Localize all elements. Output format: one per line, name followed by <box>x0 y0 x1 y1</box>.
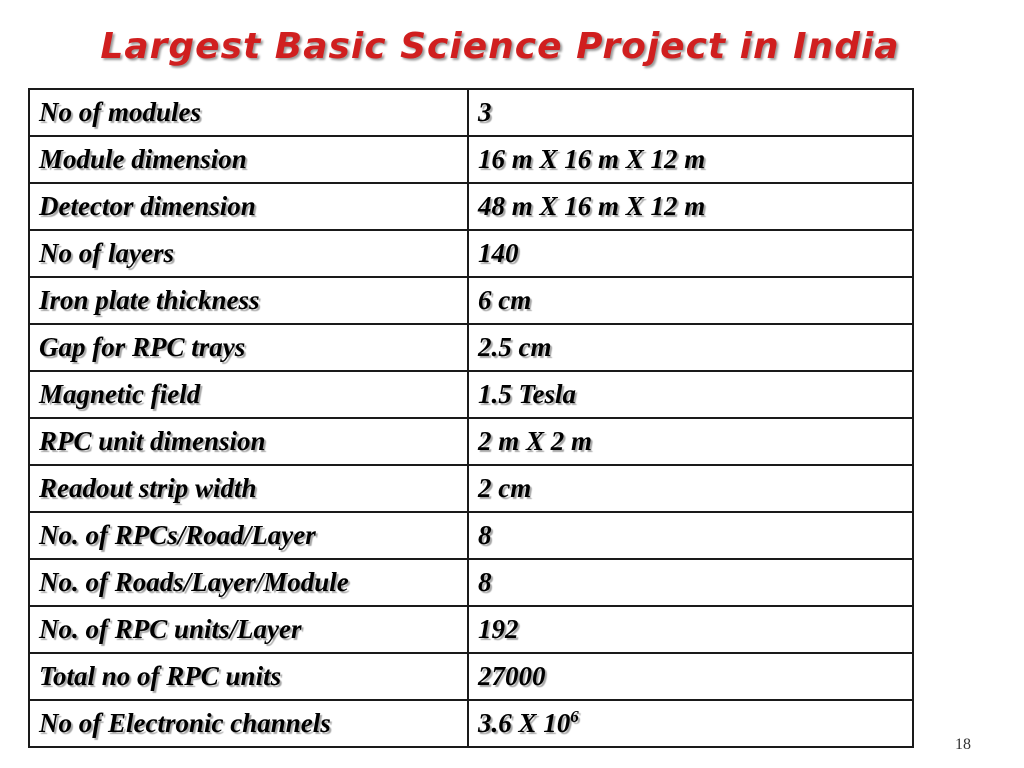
row-label: Iron plate thickness <box>28 276 469 325</box>
table-row: Gap for RPC trays 2.5 cm <box>28 323 914 372</box>
table-row: Module dimension 16 m X 16 m X 12 m <box>28 135 914 184</box>
row-label: Detector dimension <box>28 182 469 231</box>
table-row: No. of Roads/Layer/Module 8 <box>28 558 914 607</box>
row-value: 2 m X 2 m <box>467 417 914 466</box>
table-row: No of Electronic channels 3.6 X 106 <box>28 699 914 748</box>
row-label: No of Electronic channels <box>28 699 469 748</box>
row-value: 27000 <box>467 652 914 701</box>
row-label: No of modules <box>28 88 469 137</box>
table-row: No of modules 3 <box>28 88 914 137</box>
row-value: 2.5 cm <box>467 323 914 372</box>
row-label: No. of RPC units/Layer <box>28 605 469 654</box>
table-row: Magnetic field 1.5 Tesla <box>28 370 914 419</box>
row-value: 8 <box>467 511 914 560</box>
row-label: No. of Roads/Layer/Module <box>28 558 469 607</box>
slide-number: 18 <box>955 736 971 753</box>
row-value: 3 <box>467 88 914 137</box>
spec-table: No of modules 3 Module dimension 16 m X … <box>28 88 914 748</box>
row-value-exponent: 6 <box>570 707 579 726</box>
row-value: 8 <box>467 558 914 607</box>
row-value-base: 3.6 X 10 <box>478 708 571 738</box>
row-label: Total no of RPC units <box>28 652 469 701</box>
row-label: Gap for RPC trays <box>28 323 469 372</box>
table-row: No of layers 140 <box>28 229 914 278</box>
table-row: Readout strip width 2 cm <box>28 464 914 513</box>
row-value: 3.6 X 106 <box>467 699 914 748</box>
row-value: 2 cm <box>467 464 914 513</box>
row-value: 140 <box>467 229 914 278</box>
slide-title: Largest Basic Science Project in India <box>100 26 900 67</box>
row-label: RPC unit dimension <box>28 417 469 466</box>
table-row: RPC unit dimension 2 m X 2 m <box>28 417 914 466</box>
table-row: Total no of RPC units 27000 <box>28 652 914 701</box>
row-value: 192 <box>467 605 914 654</box>
row-value: 16 m X 16 m X 12 m <box>467 135 914 184</box>
row-label: Readout strip width <box>28 464 469 513</box>
row-label: No of layers <box>28 229 469 278</box>
row-value: 48 m X 16 m X 12 m <box>467 182 914 231</box>
row-value: 6 cm <box>467 276 914 325</box>
table-row: No. of RPC units/Layer 192 <box>28 605 914 654</box>
table-row: Iron plate thickness 6 cm <box>28 276 914 325</box>
row-label: No. of RPCs/Road/Layer <box>28 511 469 560</box>
row-label: Module dimension <box>28 135 469 184</box>
table-row: Detector dimension 48 m X 16 m X 12 m <box>28 182 914 231</box>
row-value: 1.5 Tesla <box>467 370 914 419</box>
row-label: Magnetic field <box>28 370 469 419</box>
table-row: No. of RPCs/Road/Layer 8 <box>28 511 914 560</box>
